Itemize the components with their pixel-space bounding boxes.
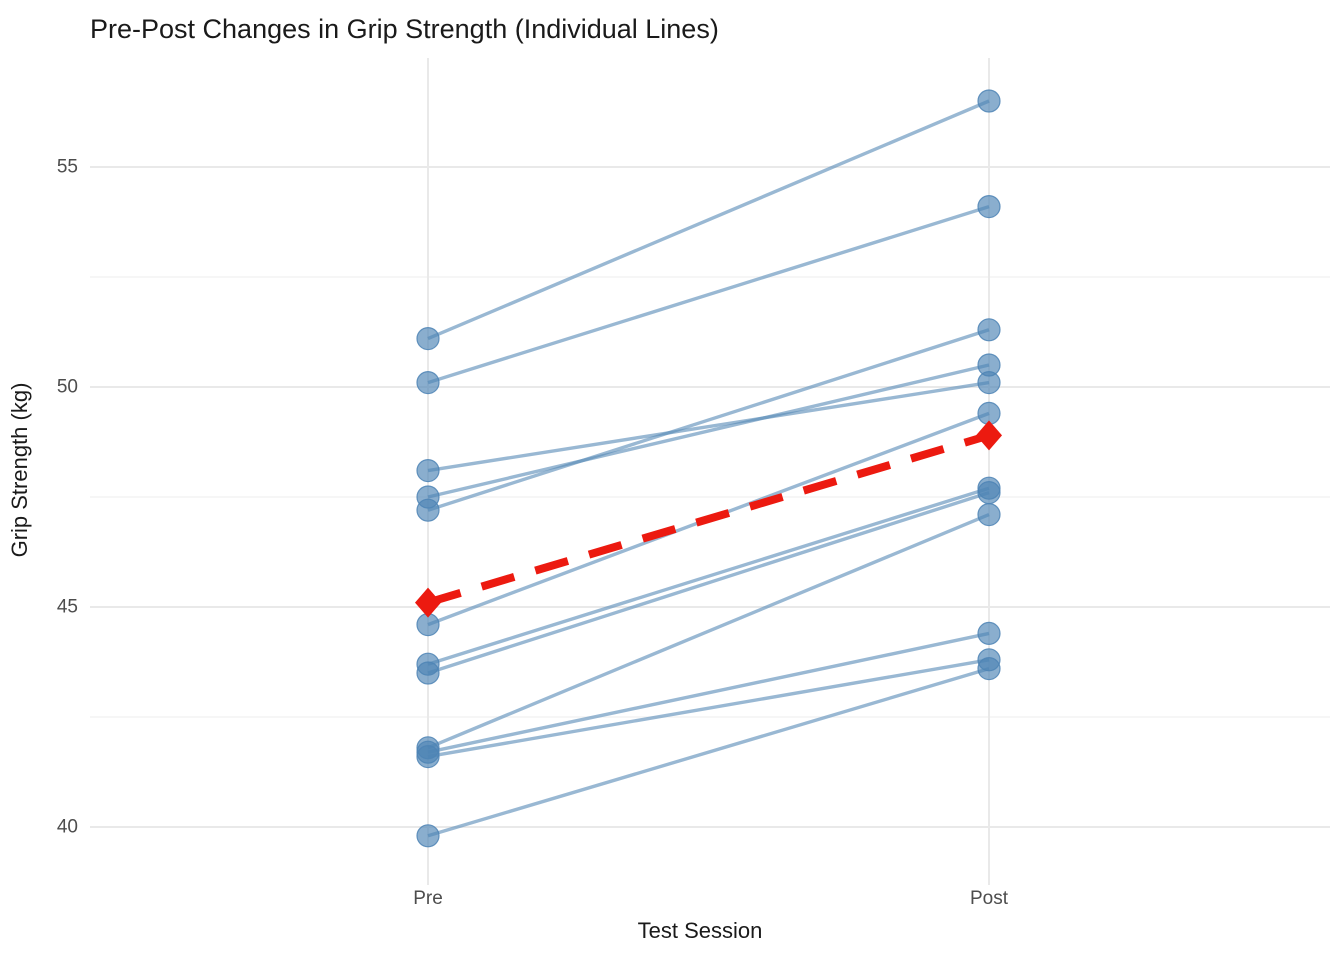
subject-line [427, 328, 990, 512]
grid-layer [90, 58, 1330, 885]
subject-line [427, 380, 990, 473]
subject-point-pre [416, 744, 440, 769]
subject-line [427, 666, 990, 838]
subject-line [427, 486, 990, 666]
mean-line [426, 431, 991, 607]
mean-diamond-marker [976, 420, 1002, 451]
x-tick-pre: Pre [413, 888, 443, 909]
y-tick-55: 55 [57, 157, 78, 178]
x-tick-post: Post [970, 888, 1009, 909]
subject-line [427, 490, 990, 675]
subject-line [427, 631, 990, 754]
subject-point-post [977, 195, 1001, 219]
subject-point-post [977, 656, 1001, 681]
mean-line-layer [415, 420, 1002, 618]
mean-diamond-marker [415, 587, 441, 618]
subject-point-pre [416, 498, 440, 522]
subject-line [427, 204, 990, 385]
subject-point-post [977, 621, 1001, 646]
subject-lines-layer [427, 99, 990, 838]
subject-point-pre [416, 371, 440, 395]
subject-line [427, 363, 990, 499]
y-tick-40: 40 [57, 817, 78, 838]
chart-title: Pre-Post Changes in Grip Strength (Indiv… [90, 14, 719, 44]
subject-point-post [977, 89, 1001, 113]
subject-point-pre [416, 459, 440, 483]
y-tick-45: 45 [57, 597, 78, 618]
x-axis-title: Test Session [638, 918, 763, 943]
subject-points-layer [416, 89, 1001, 848]
subject-point-pre [416, 327, 440, 351]
subject-line [427, 658, 990, 759]
subject-line [427, 513, 990, 750]
y-axis-title: Grip Strength (kg) [7, 383, 32, 558]
subject-point-post [977, 481, 1001, 505]
subject-point-post [977, 353, 1001, 377]
subject-point-pre [416, 824, 440, 848]
subject-point-post [977, 502, 1001, 527]
y-tick-50: 50 [57, 377, 78, 398]
subject-line [427, 99, 990, 341]
subject-point-pre [416, 661, 440, 685]
subject-point-post [977, 318, 1001, 342]
